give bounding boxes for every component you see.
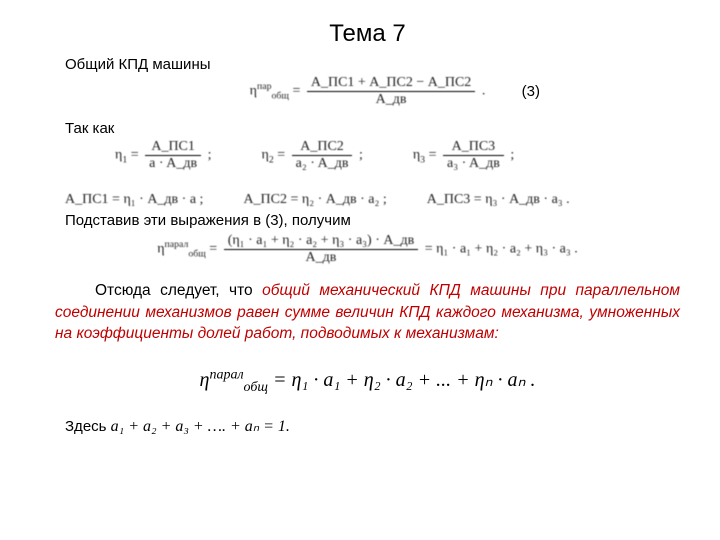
eta-def-3: η3 = A_ПС3a₃ · A_дв ; — [413, 139, 514, 172]
heading-overall-efficiency: Общий КПД машины — [65, 56, 680, 73]
conclusion-colon: : — [495, 325, 499, 342]
apc-term-3: A_ПС3 = η₃ · A_дв · a₃ . — [427, 192, 570, 208]
expanded-equation: ηпаралобщ = (η₁ · a₁ + η₂ · a₂ + η₃ · a₃… — [55, 233, 680, 266]
text-substituting: Подставив эти выражения в (3), получим — [65, 212, 680, 229]
conclusion-paragraph: Отсюда следует, что общий механический К… — [55, 280, 680, 345]
a-pc-terms: A_ПС1 = η₁ · A_дв · a ; A_ПС2 = η₂ · A_д… — [65, 192, 680, 208]
here-label: Здесь — [65, 418, 111, 435]
final-formula: ηпаралобщ = η₁ · a₁ + η₂ · a₂ + ... + ηₙ… — [55, 367, 680, 396]
page-title: Тема 7 — [55, 20, 680, 48]
eta-def-1: η1 = A_ПС1a · A_дв ; — [115, 139, 211, 172]
coefficient-sum: Здесь a₁ + a₂ + a₃ + …. + aₙ = 1. — [65, 416, 680, 436]
eq3-lhs: ηпаробщ = A_ПС1 + A_ПС2 − A_ПС2A_дв . — [250, 75, 486, 108]
text-since: Так как — [65, 120, 680, 137]
eta-definitions: η1 = A_ПС1a · A_дв ; η2 = A_ПС2a₂ · A_дв… — [115, 139, 680, 172]
apc-term-1: A_ПС1 = η₁ · A_дв · a ; — [65, 192, 203, 208]
equation-3: ηпаробщ = A_ПС1 + A_ПС2 − A_ПС2A_дв . (3… — [55, 75, 680, 108]
document-page: Тема 7 Общий КПД машины ηпаробщ = A_ПС1 … — [0, 0, 720, 456]
conclusion-lead: Отсюда следует, что — [95, 282, 262, 299]
eq3-number: (3) — [522, 83, 540, 100]
sum-expression: a₁ + a₂ + a₃ + …. + aₙ = 1. — [111, 418, 290, 435]
apc-term-2: A_ПС2 = η₂ · A_дв · a₂ ; — [243, 192, 386, 208]
eta-def-2: η2 = A_ПС2a₂ · A_дв ; — [261, 139, 362, 172]
